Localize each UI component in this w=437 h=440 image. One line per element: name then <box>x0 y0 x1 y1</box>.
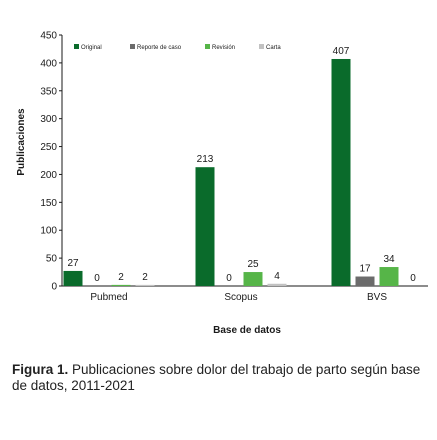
bar-pubmed-carta <box>135 284 155 286</box>
data-label: 0 <box>226 273 232 284</box>
y-tick-label: 0 <box>51 282 57 293</box>
bars <box>63 58 399 287</box>
bar-bvs-revisión <box>379 267 399 286</box>
data-label: 4 <box>274 271 280 282</box>
data-labels: 27 0 2 2 213 0 25 4 407 17 34 0 <box>67 46 416 284</box>
legend-label: Revisión <box>212 45 235 51</box>
y-tick-label: 300 <box>40 114 57 125</box>
y-axis-label: Publicaciones <box>16 108 27 176</box>
data-label: 34 <box>383 254 395 265</box>
legend-label: Carta <box>266 45 281 51</box>
data-label: 0 <box>410 273 416 284</box>
y-tick-label: 350 <box>40 86 57 97</box>
x-tick-label: BVS <box>367 292 387 303</box>
bar-scopus-original <box>195 167 215 286</box>
x-tick-label: Pubmed <box>90 292 127 303</box>
legend-swatch <box>74 44 79 49</box>
y-tick-label: 150 <box>40 198 57 209</box>
figure-caption: Figura 1. Publicaciones sobre dolor del … <box>12 362 427 394</box>
bar-pubmed-revisión <box>111 284 131 286</box>
y-tick-label: 200 <box>40 170 57 181</box>
x-axis-categories: Pubmed Scopus BVS <box>90 292 387 303</box>
y-tick-label: 450 <box>40 31 57 42</box>
x-tick-label: Scopus <box>224 292 257 303</box>
x-axis-label: Base de datos <box>213 325 281 336</box>
caption-label: Figura 1. <box>12 362 69 377</box>
bar-bvs-reporte-de-caso <box>355 276 375 286</box>
data-label: 2 <box>142 272 148 283</box>
legend-label: Reporte de caso <box>137 45 182 51</box>
bar-pubmed-original <box>63 270 83 286</box>
bar-scopus-carta <box>267 283 287 286</box>
legend-swatch <box>205 44 210 49</box>
data-label: 2 <box>118 272 124 283</box>
data-label: 0 <box>94 273 100 284</box>
y-tick-label: 400 <box>40 58 57 69</box>
data-label: 407 <box>333 46 350 57</box>
bar-bvs-original <box>331 58 351 287</box>
y-tick-label: 250 <box>40 142 57 153</box>
data-label: 25 <box>247 259 259 270</box>
bar-scopus-revisión <box>243 272 263 286</box>
legend-label: Original <box>81 45 102 51</box>
data-label: 213 <box>197 154 214 165</box>
data-label: 17 <box>359 264 371 275</box>
caption-text: Publicaciones sobre dolor del trabajo de… <box>12 362 421 393</box>
legend-swatch <box>130 44 135 49</box>
legend: Original Reporte de caso Revisión Carta <box>74 44 281 51</box>
y-tick-label: 100 <box>40 226 57 237</box>
data-label: 27 <box>67 258 79 269</box>
y-axis-ticks: 0 50 100 150 200 250 300 350 400 450 <box>40 31 62 293</box>
legend-swatch <box>259 44 264 49</box>
bar-chart: 0 50 100 150 200 250 300 350 400 450 27 0 2 2 213 0 25 4… <box>16 31 428 336</box>
y-tick-label: 50 <box>46 254 58 265</box>
